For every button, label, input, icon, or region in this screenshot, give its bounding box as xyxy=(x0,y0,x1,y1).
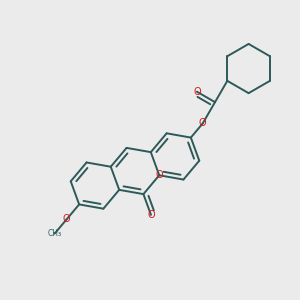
Text: O: O xyxy=(155,170,163,180)
Text: O: O xyxy=(63,214,70,224)
Text: CH₃: CH₃ xyxy=(48,229,62,238)
Text: O: O xyxy=(193,87,201,97)
Text: O: O xyxy=(199,118,206,128)
Text: O: O xyxy=(147,210,155,220)
